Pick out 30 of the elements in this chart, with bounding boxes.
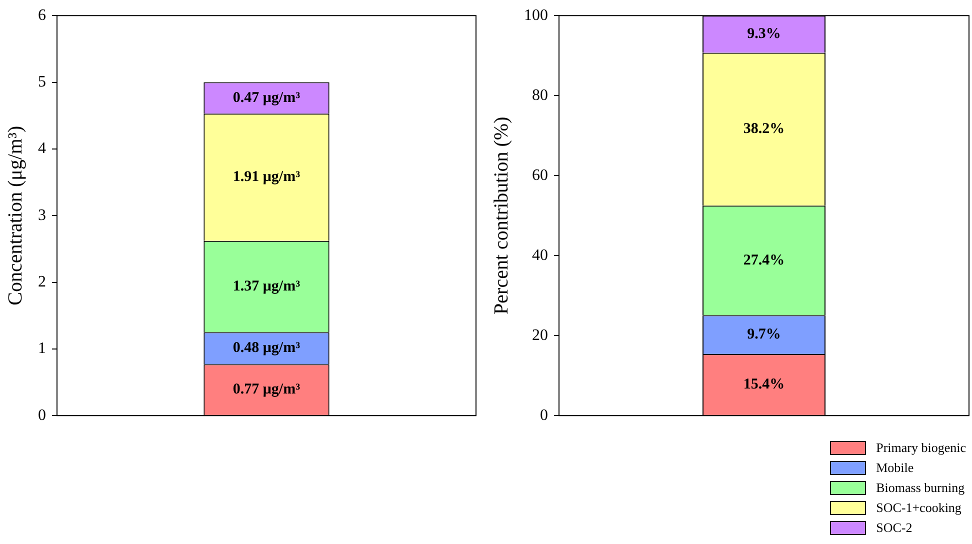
data-label: 38.2% (743, 121, 785, 138)
data-label: 9.3% (747, 26, 781, 42)
y-tick-label: 1 (38, 340, 46, 358)
y-axis-title: Percent contribution (%) (490, 116, 512, 314)
legend-label: Mobile (876, 460, 914, 476)
legend-label: SOC-2 (876, 520, 912, 536)
legend-label: SOC-1+cooking (876, 500, 962, 516)
data-label: 0.48 μg/m³ (232, 340, 301, 356)
data-label: 1.91 μg/m³ (232, 169, 301, 186)
data-label: 27.4% (743, 252, 785, 268)
data-label: 15.4% (743, 376, 785, 392)
data-label: 9.7% (747, 326, 781, 342)
y-tick-label: 0 (38, 406, 46, 424)
y-tick-label: 5 (38, 73, 46, 90)
y-tick-label: 100 (524, 6, 548, 24)
data-label: 0.77 μg/m³ (232, 382, 301, 398)
y-tick-label: 20 (532, 326, 548, 344)
y-axis-title: Concentration (μg/m³) (4, 126, 26, 306)
y-tick-label: 4 (38, 140, 46, 158)
y-tick-label: 40 (532, 246, 548, 264)
y-tick-label: 60 (532, 166, 548, 184)
legend-label: Biomass burning (876, 480, 965, 496)
y-tick-label: 80 (532, 86, 548, 104)
y-tick-label: 6 (38, 6, 46, 24)
y-tick-label: 0 (540, 406, 548, 424)
data-label: 1.37 μg/m³ (232, 278, 301, 294)
data-label: 0.47 μg/m³ (232, 90, 301, 106)
y-tick-label: 3 (38, 206, 46, 224)
legend-label: Primary biogenic (876, 440, 966, 456)
y-tick-label: 2 (38, 273, 46, 290)
